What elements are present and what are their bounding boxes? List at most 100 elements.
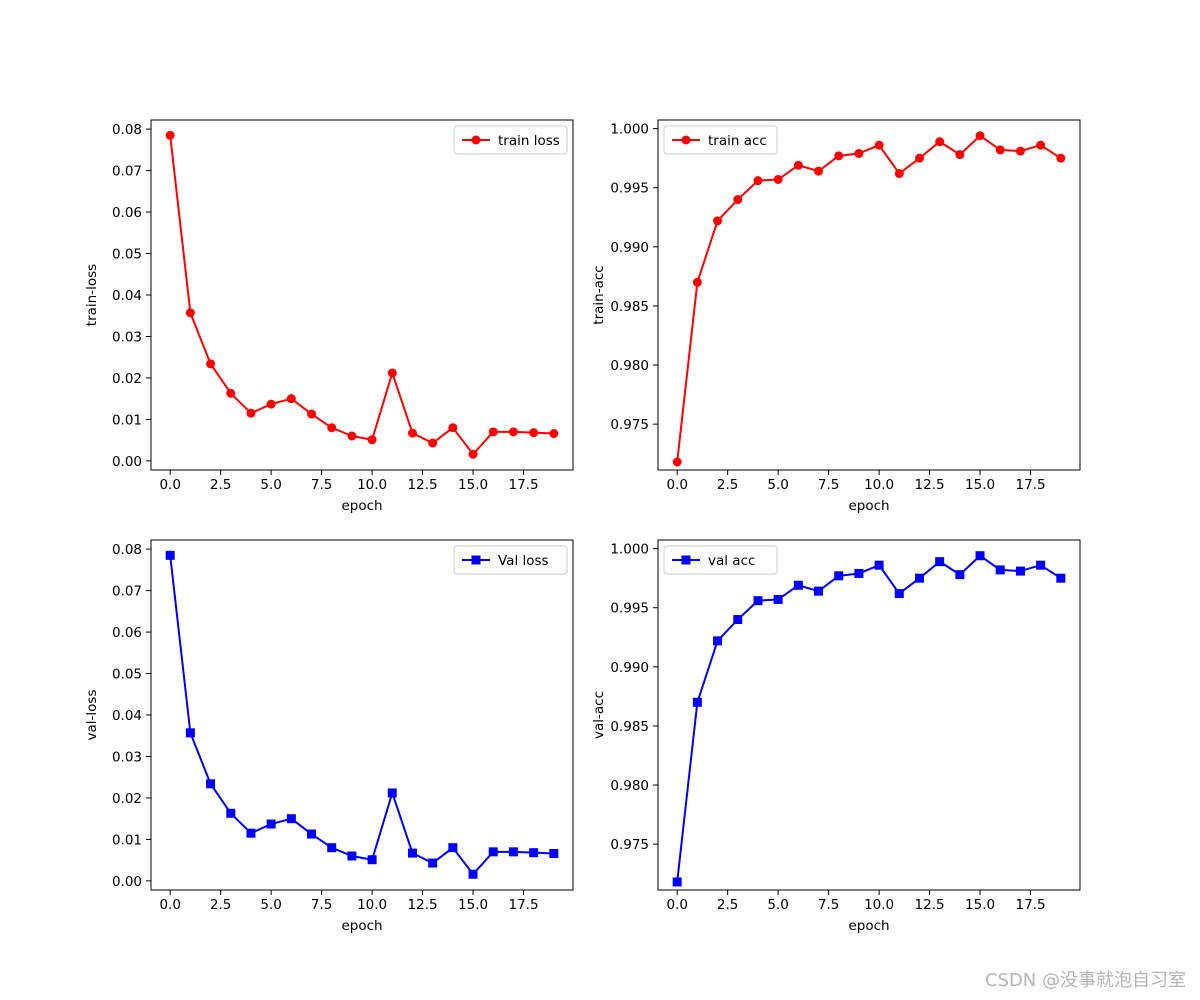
data-point bbox=[773, 594, 783, 604]
y-tick-label: 0.995 bbox=[610, 601, 649, 617]
legend-marker bbox=[681, 555, 691, 565]
x-tick-label: 5.0 bbox=[260, 897, 281, 913]
data-point bbox=[347, 851, 357, 861]
x-tick-label: 12.5 bbox=[408, 477, 438, 493]
y-tick-label: 0.995 bbox=[610, 181, 649, 197]
series-line bbox=[169, 555, 554, 876]
data-point bbox=[468, 449, 478, 459]
legend-label: val acc bbox=[708, 553, 755, 569]
legend-label: Val loss bbox=[498, 553, 549, 569]
y-tick-label: 0.05 bbox=[112, 667, 142, 683]
y-tick-label: 0.05 bbox=[112, 247, 142, 263]
y-axis-label: train-loss bbox=[84, 264, 100, 326]
data-point bbox=[854, 568, 864, 578]
y-tick-label: 0.00 bbox=[112, 874, 142, 890]
data-point bbox=[327, 423, 337, 433]
y-tick-label: 0.08 bbox=[112, 542, 142, 558]
data-point bbox=[854, 148, 864, 158]
x-tick-label: 10.0 bbox=[357, 897, 387, 913]
y-tick-label: 0.02 bbox=[112, 371, 142, 387]
y-axis-label: val-acc bbox=[591, 691, 607, 739]
data-point bbox=[713, 216, 723, 226]
data-point bbox=[307, 829, 317, 839]
data-point bbox=[407, 848, 417, 858]
data-point bbox=[814, 586, 824, 596]
data-point bbox=[387, 368, 397, 378]
data-point bbox=[1056, 153, 1066, 163]
data-point bbox=[834, 151, 844, 161]
x-axis-label: epoch bbox=[848, 918, 889, 934]
x-tick-label: 7.5 bbox=[311, 897, 332, 913]
subplot-val-loss: 0.0 2.5 5.0 7.5 10.0 12.5 15.0 17.5 0.00 0.01 0.02… bbox=[84, 539, 574, 934]
axes-frame bbox=[657, 539, 1081, 891]
x-tick-label: 10.0 bbox=[864, 477, 894, 493]
x-tick-label: 12.5 bbox=[408, 897, 438, 913]
data-point bbox=[692, 277, 702, 287]
y-tick-label: 0.990 bbox=[610, 240, 649, 256]
y-tick-label: 0.07 bbox=[112, 164, 142, 180]
series-line bbox=[169, 135, 554, 456]
x-axis-label: epoch bbox=[341, 918, 382, 934]
x-tick-label: 0.0 bbox=[666, 897, 687, 913]
y-tick-label: 0.980 bbox=[610, 778, 649, 794]
data-point bbox=[448, 423, 458, 433]
data-point bbox=[407, 428, 417, 438]
data-point bbox=[226, 808, 236, 818]
y-tick-label: 1.000 bbox=[610, 122, 649, 138]
legend-marker bbox=[681, 135, 691, 145]
axes-frame bbox=[150, 119, 574, 471]
data-point bbox=[914, 153, 924, 163]
data-point bbox=[529, 848, 539, 858]
data-point bbox=[975, 131, 985, 141]
data-point bbox=[165, 550, 175, 560]
data-point bbox=[995, 565, 1005, 575]
y-tick-label: 0.985 bbox=[610, 299, 649, 315]
data-point bbox=[428, 858, 438, 868]
data-point bbox=[1015, 146, 1025, 156]
legend: train loss bbox=[453, 125, 568, 155]
x-tick-label: 17.5 bbox=[1015, 477, 1045, 493]
data-point bbox=[185, 728, 195, 738]
legend-marker bbox=[471, 135, 481, 145]
legend-label: train loss bbox=[498, 133, 560, 149]
data-point bbox=[793, 160, 803, 170]
legend-box bbox=[663, 125, 778, 155]
data-point bbox=[246, 408, 256, 418]
data-point bbox=[185, 308, 195, 318]
legend-marker bbox=[471, 555, 481, 565]
y-tick-label: 0.02 bbox=[112, 791, 142, 807]
x-tick-label: 0.0 bbox=[666, 477, 687, 493]
data-point bbox=[793, 580, 803, 590]
x-tick-label: 15.0 bbox=[458, 477, 488, 493]
data-point bbox=[488, 847, 498, 857]
data-point bbox=[468, 869, 478, 879]
x-tick-label: 2.5 bbox=[210, 477, 231, 493]
x-tick-label: 15.0 bbox=[965, 477, 995, 493]
data-point bbox=[1036, 560, 1046, 570]
data-point bbox=[448, 843, 458, 853]
x-tick-label: 17.5 bbox=[508, 897, 538, 913]
y-tick-label: 0.990 bbox=[610, 660, 649, 676]
x-tick-label: 2.5 bbox=[210, 897, 231, 913]
data-point bbox=[286, 814, 296, 824]
data-point bbox=[488, 427, 498, 437]
data-point bbox=[246, 828, 256, 838]
data-point bbox=[834, 571, 844, 581]
x-tick-label: 5.0 bbox=[767, 477, 788, 493]
data-point bbox=[266, 399, 276, 409]
x-tick-label: 12.5 bbox=[915, 897, 945, 913]
watermark: CSDN @没事就泡自习室 bbox=[984, 970, 1186, 991]
x-tick-label: 12.5 bbox=[915, 477, 945, 493]
legend: Val loss bbox=[453, 545, 568, 575]
x-tick-label: 17.5 bbox=[508, 477, 538, 493]
data-point bbox=[1015, 566, 1025, 576]
x-tick-label: 7.5 bbox=[311, 477, 332, 493]
data-point bbox=[672, 457, 682, 467]
data-point bbox=[894, 169, 904, 179]
data-point bbox=[508, 427, 518, 437]
x-tick-label: 5.0 bbox=[767, 897, 788, 913]
data-point bbox=[307, 409, 317, 419]
data-point bbox=[713, 636, 723, 646]
data-point bbox=[672, 877, 682, 887]
y-tick-label: 0.975 bbox=[610, 417, 649, 433]
